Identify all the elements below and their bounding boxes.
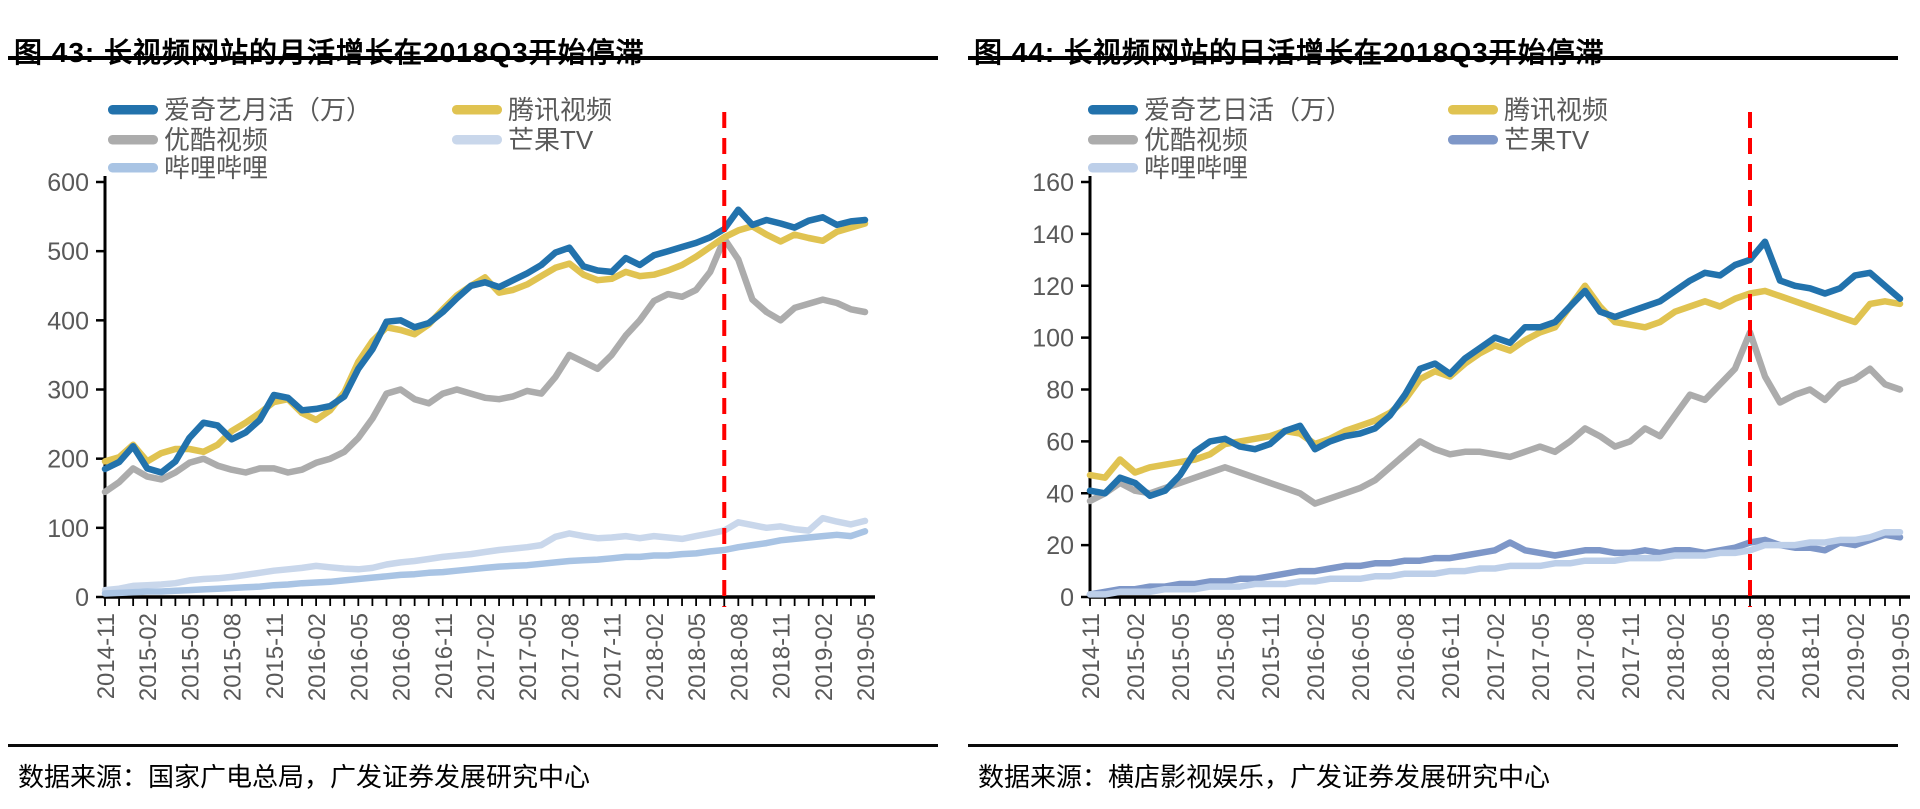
title-rule — [8, 56, 938, 60]
x-tick-label: 2017-11 — [600, 613, 627, 699]
x-tick-label: 2015-08 — [220, 613, 247, 701]
x-tick-label: 2018-08 — [1753, 613, 1780, 701]
legend-label: 哔哩哔哩 — [164, 153, 268, 183]
y-tick-label: 80 — [1046, 377, 1074, 405]
y-tick-label: 100 — [1032, 325, 1074, 353]
y-tick-label: 300 — [47, 377, 89, 405]
legend-label: 腾讯视频 — [508, 95, 612, 125]
chart-canvas: 0 20 40 60 80 100 120 140 160 2014-11 2015-02 2015-… — [1032, 95, 1915, 701]
x-tick-label: 2018-11 — [769, 613, 796, 699]
x-tick-label: 2017-02 — [1483, 613, 1510, 701]
y-tick-label: 140 — [1032, 221, 1074, 249]
x-tick-label: 2016-05 — [346, 613, 373, 701]
x-tick-label: 2018-02 — [1663, 613, 1690, 701]
x-tick-label: 2019-05 — [853, 613, 880, 701]
series-line-4 — [1086, 528, 1904, 598]
legend-label: 芒果TV — [508, 125, 594, 155]
series-line-4 — [101, 528, 869, 597]
x-tick-label: 2017-05 — [1528, 613, 1555, 701]
x-tick-label: 2015-11 — [262, 613, 289, 699]
series-line-0 — [101, 206, 869, 476]
x-tick-label: 2018-11 — [1798, 613, 1825, 699]
chart-title: 图 44: 长视频网站的日活增长在2018Q3开始停滞 — [974, 37, 1605, 69]
series-line-2 — [1086, 329, 1904, 507]
x-tick-label: 2019-05 — [1888, 613, 1915, 701]
y-tick-label: 40 — [1046, 480, 1074, 508]
y-tick-label: 20 — [1046, 532, 1074, 560]
y-tick-label: 0 — [1060, 584, 1074, 612]
series-line-3 — [101, 514, 869, 594]
x-tick-label: 2014-11 — [1078, 613, 1105, 699]
y-tick-label: 0 — [75, 584, 89, 612]
x-tick-label: 2014-11 — [93, 613, 120, 699]
y-tick-label: 200 — [47, 446, 89, 474]
y-tick-label: 160 — [1032, 169, 1074, 197]
series-line-1 — [101, 220, 869, 465]
x-tick-label: 2018-08 — [726, 613, 753, 701]
legend-label: 优酷视频 — [1144, 125, 1248, 155]
source-note: 数据来源：国家广电总局，广发证券发展研究中心 — [18, 762, 591, 792]
x-tick-label: 2016-02 — [1303, 613, 1330, 701]
x-tick-label: 2015-02 — [135, 613, 162, 701]
legend-label: 爱奇艺月活（万） — [164, 95, 372, 125]
chart-title: 图 43: 长视频网站的月活增长在2018Q3开始停滞 — [14, 37, 645, 69]
source-note: 数据来源：横店影视娱乐，广发证券发展研究中心 — [978, 762, 1551, 792]
x-tick-label: 2018-05 — [684, 613, 711, 701]
x-tick-label: 2016-05 — [1348, 613, 1375, 701]
x-tick-label: 2018-02 — [642, 613, 669, 701]
y-tick-label: 400 — [47, 307, 89, 335]
line-chart: 0 100 200 300 400 500 600 2014-11 2015-02 2015-05… — [0, 62, 960, 710]
legend-label: 哔哩哔哩 — [1144, 153, 1248, 183]
x-tick-label: 2015-02 — [1123, 613, 1150, 701]
source-rule — [8, 744, 938, 747]
legend-label: 爱奇艺日活（万） — [1144, 95, 1352, 125]
y-tick-label: 500 — [47, 238, 89, 266]
chart-panel-left: 图 43: 长视频网站的月活增长在2018Q3开始停滞 0 100 200 300 40… — [0, 37, 960, 792]
x-tick-label: 2015-05 — [177, 613, 204, 701]
legend-swatch — [1448, 135, 1498, 145]
legend-swatch — [1088, 163, 1138, 173]
y-tick-label: 600 — [47, 169, 89, 197]
x-tick-label: 2019-02 — [1843, 613, 1870, 701]
x-tick-label: 2016-02 — [304, 613, 331, 701]
x-tick-label: 2017-08 — [557, 613, 584, 701]
x-tick-label: 2015-11 — [1258, 613, 1285, 699]
series-line-0 — [1086, 238, 1904, 500]
x-tick-label: 2017-08 — [1573, 613, 1600, 701]
chart-panel-right: 图 44: 长视频网站的日活增长在2018Q3开始停滞 0 20 40 60 80 100… — [960, 0, 1920, 809]
y-tick-label: 100 — [47, 515, 89, 543]
x-tick-label: 2016-11 — [431, 613, 458, 699]
y-tick-label: 60 — [1046, 428, 1074, 456]
series-line-1 — [1086, 282, 1904, 481]
series-line-2 — [101, 235, 869, 496]
legend-swatch — [1448, 105, 1498, 115]
x-tick-label: 2016-08 — [1393, 613, 1420, 701]
legend-swatch — [108, 135, 158, 145]
y-tick-label: 120 — [1032, 273, 1074, 301]
x-tick-label: 2015-05 — [1168, 613, 1195, 701]
legend-label: 优酷视频 — [164, 125, 268, 155]
legend-swatch — [1088, 105, 1138, 115]
x-tick-label: 2017-05 — [515, 613, 542, 701]
x-tick-label: 2016-11 — [1438, 613, 1465, 699]
x-tick-label: 2017-11 — [1618, 613, 1645, 699]
legend-swatch — [108, 163, 158, 173]
x-tick-label: 2019-02 — [811, 613, 838, 701]
title-rule — [968, 56, 1898, 60]
source-rule — [968, 744, 1898, 747]
legend-swatch — [108, 105, 158, 115]
x-tick-label: 2016-08 — [389, 613, 416, 701]
chart-canvas: 0 100 200 300 400 500 600 2014-11 2015-02 2015-05… — [47, 95, 880, 701]
legend-label: 腾讯视频 — [1504, 95, 1608, 125]
legend-label: 芒果TV — [1504, 125, 1590, 155]
x-tick-label: 2017-02 — [473, 613, 500, 701]
x-tick-label: 2018-05 — [1708, 613, 1735, 701]
legend-swatch — [452, 135, 502, 145]
legend-swatch — [1088, 135, 1138, 145]
x-tick-label: 2015-08 — [1213, 613, 1240, 701]
line-chart: 0 20 40 60 80 100 120 140 160 2014-11 2015-02 2015-… — [960, 62, 1920, 710]
legend-swatch — [452, 105, 502, 115]
series-line-3 — [1086, 531, 1904, 598]
